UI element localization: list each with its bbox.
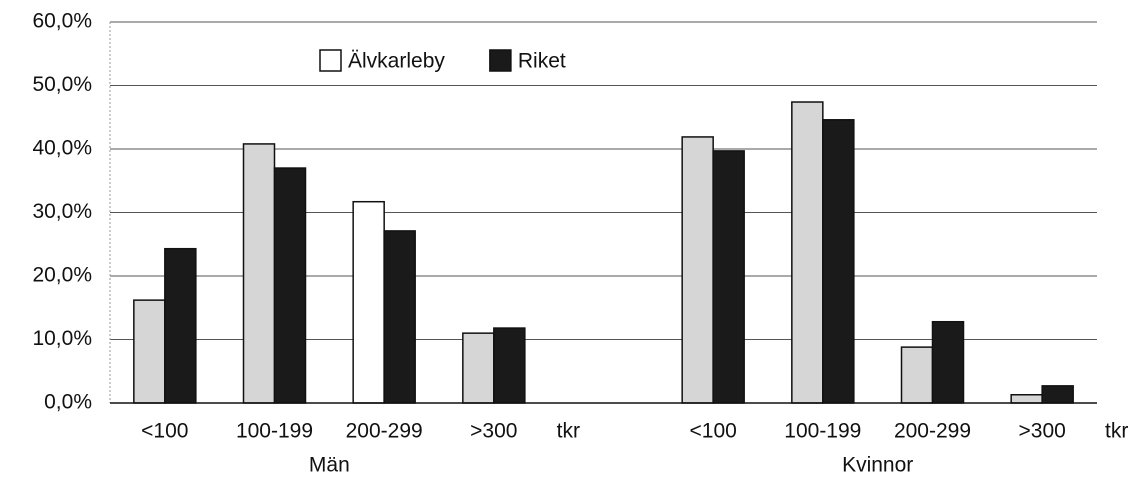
x-tick-label: 200-299 — [894, 420, 971, 443]
bar — [352, 200, 385, 404]
legend-swatch — [319, 49, 342, 72]
bar — [242, 143, 276, 404]
x-tick-label: 200-299 — [346, 420, 423, 443]
bar — [681, 136, 714, 404]
x-tick-label: >300 — [1019, 420, 1066, 443]
bar — [791, 101, 824, 404]
y-tick-label: 40,0% — [32, 137, 92, 160]
bar — [1041, 385, 1074, 404]
group-label: Män — [309, 454, 350, 477]
bar — [931, 320, 965, 404]
legend-label: Riket — [518, 50, 566, 73]
x-tick-label: >300 — [470, 420, 517, 443]
bar — [164, 247, 197, 404]
bar — [822, 119, 855, 404]
x-tick-label: 100-199 — [236, 420, 313, 443]
x-tick-label: <100 — [141, 420, 188, 443]
y-tick-label: 20,0% — [32, 264, 92, 287]
x-tick-label: 100-199 — [784, 420, 861, 443]
bar — [133, 299, 166, 404]
unit-label: tkr — [557, 420, 580, 443]
bar — [712, 150, 745, 404]
legend-swatch — [489, 49, 512, 72]
group-label: Kvinnor — [842, 454, 913, 477]
y-tick-label: 0,0% — [44, 391, 92, 414]
bar — [273, 167, 307, 404]
y-tick-label: 50,0% — [32, 73, 92, 96]
unit-label: tkr — [1105, 420, 1128, 443]
y-tick-label: 10,0% — [32, 327, 92, 350]
bar — [493, 327, 526, 404]
bar — [900, 346, 934, 404]
y-tick-label: 60,0% — [32, 10, 92, 33]
x-tick-label: <100 — [690, 420, 737, 443]
legend-label: Älvkarleby — [348, 50, 445, 73]
bar — [383, 230, 416, 404]
bar — [462, 332, 495, 404]
y-tick-label: 30,0% — [32, 200, 92, 223]
bar — [1010, 393, 1043, 404]
